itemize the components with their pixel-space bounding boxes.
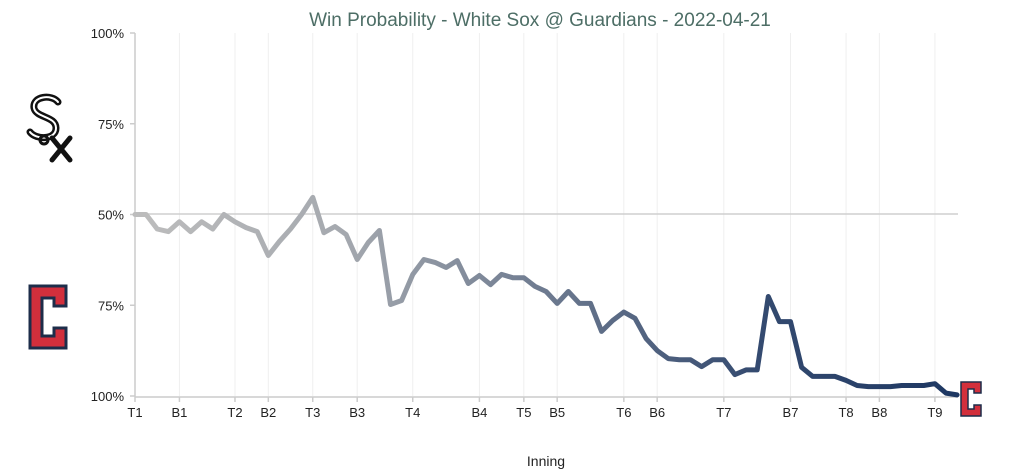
x-tick-label: B3 [349, 405, 365, 420]
x-tick-label: T5 [516, 405, 531, 420]
y-tick-label: 100% [91, 26, 125, 41]
guardians-logo [28, 284, 68, 350]
guardians-end-logo [960, 381, 982, 417]
x-tick-label: B7 [783, 405, 799, 420]
x-tick-label: B8 [871, 405, 887, 420]
white-sox-logo [26, 93, 73, 163]
y-ticks: 100% 75% 50% 75% 100% [91, 26, 135, 404]
x-tick-label: T2 [227, 405, 242, 420]
y-tick-label: 75% [98, 298, 124, 313]
win-probability-line [132, 194, 960, 398]
y-tick-label: 100% [91, 389, 125, 404]
x-tick-label: T9 [927, 405, 942, 420]
x-tick-label: B5 [549, 405, 565, 420]
x-tick-label: T4 [405, 405, 420, 420]
x-tick-label: B4 [471, 405, 487, 420]
y-tick-label: 50% [98, 208, 124, 223]
x-tick-label: T7 [716, 405, 731, 420]
x-tick-label: T8 [838, 405, 853, 420]
x-tick-label: B6 [649, 405, 665, 420]
x-tick-label: B2 [260, 405, 276, 420]
x-tick-label: T6 [616, 405, 631, 420]
x-ticks: T1 B1 T2 B2 T3 B3 T4 B4 T5 B5 T6 B6 T7 B7 T8 B8 T9 [127, 397, 943, 420]
chart-title: Win Probability - White Sox @ Guardians … [309, 10, 771, 31]
x-axis-label: Inning [527, 453, 565, 469]
x-tick-label: B1 [171, 405, 187, 420]
x-tick-label: T1 [127, 405, 142, 420]
x-tick-label: T3 [305, 405, 320, 420]
y-tick-label: 75% [98, 117, 124, 132]
